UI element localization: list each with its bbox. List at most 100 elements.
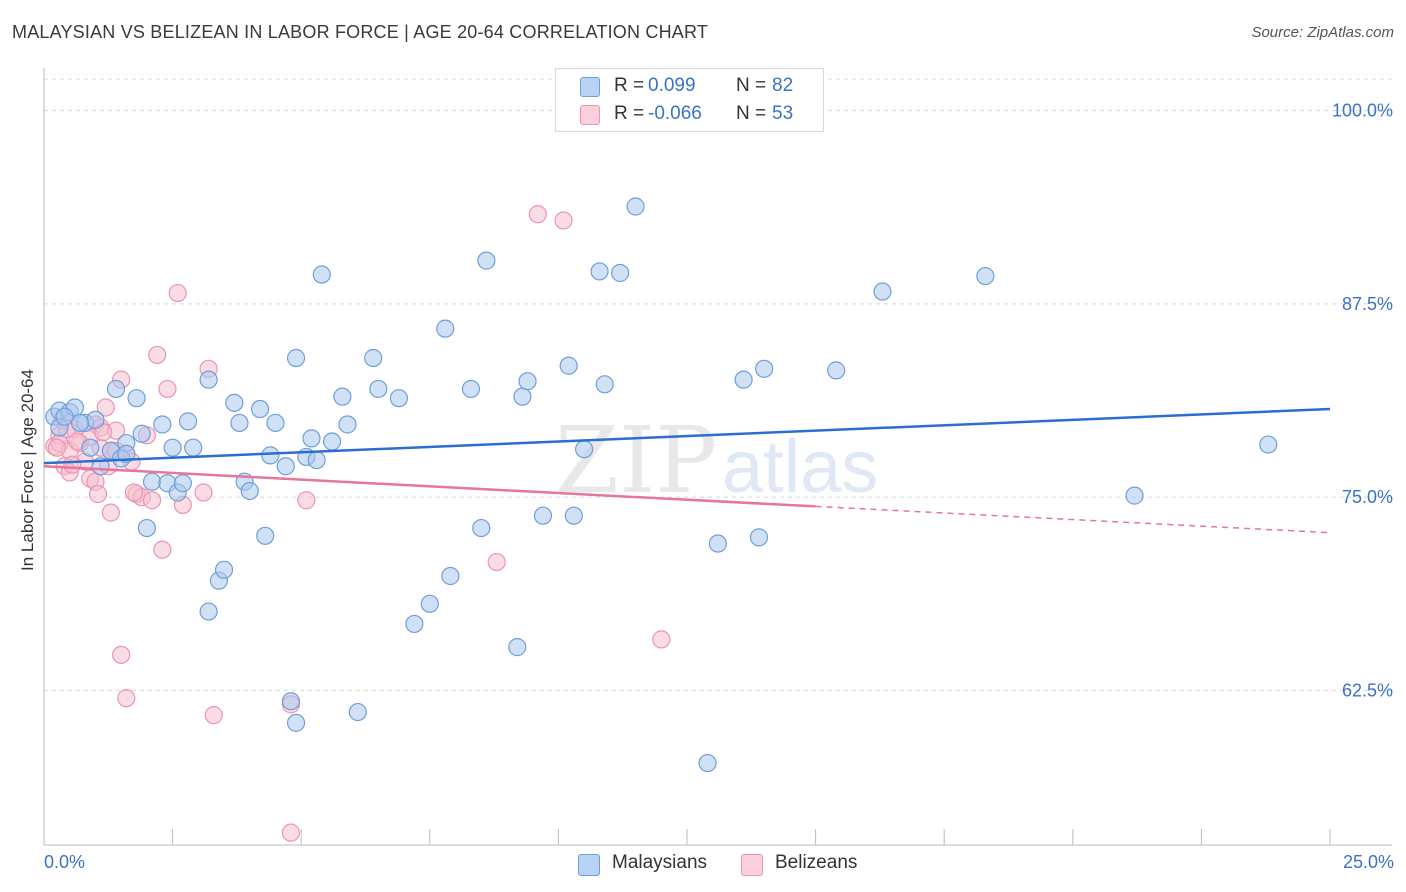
n-label: N =	[736, 103, 767, 124]
malaysian-point	[436, 319, 455, 338]
belizean-point	[101, 503, 120, 522]
malaysian-point	[281, 692, 301, 711]
malaysian-point	[106, 379, 126, 399]
malaysian-point	[441, 566, 460, 586]
belizean-point	[194, 483, 213, 502]
malaysian-point	[461, 379, 481, 399]
belizean-point	[168, 283, 187, 303]
malaysian-point	[132, 424, 151, 443]
malaysian-point	[590, 262, 609, 281]
malaysian-point	[153, 415, 172, 434]
malaysian-point	[405, 614, 424, 634]
malaysian-point	[477, 251, 496, 270]
belizean-point	[158, 379, 177, 399]
belizeans-swatch	[580, 105, 600, 125]
malaysian-point	[55, 407, 74, 426]
belizean-point	[528, 205, 547, 224]
belizean-point	[124, 483, 144, 502]
r-value: 0.099	[648, 75, 696, 96]
malaysian-point	[333, 387, 352, 406]
malaysian-point	[81, 438, 100, 457]
malaysian-point	[559, 356, 578, 375]
n-value: 82	[772, 75, 794, 96]
r-label: R =	[614, 75, 645, 96]
malaysian-point	[364, 348, 383, 368]
malaysian-point	[508, 638, 527, 657]
belizeans-trend-line	[43, 464, 816, 508]
malaysians-trend-line	[43, 407, 1331, 465]
belizean-point	[148, 345, 167, 365]
malaysians-swatch	[580, 77, 600, 97]
malaysian-point	[420, 594, 439, 613]
malaysian-point	[70, 413, 90, 433]
belizeans-legend-label: Belizeans	[775, 852, 858, 873]
malaysian-point	[286, 713, 306, 732]
malaysian-point	[256, 526, 275, 545]
belizeans-legend-swatch	[741, 854, 763, 876]
malaysian-point	[142, 472, 162, 491]
malaysian-point	[276, 457, 295, 476]
malaysian-point	[564, 506, 583, 525]
malaysian-point	[749, 528, 769, 547]
malaysian-point	[873, 282, 892, 301]
stats-legend: R = 0.099 N = 82 R = -0.066 N = 53	[555, 68, 824, 132]
belizean-point	[204, 706, 223, 725]
malaysian-point	[261, 446, 280, 465]
belizean-point	[63, 455, 82, 474]
y-tick-label: 100.0%	[1332, 101, 1393, 121]
malaysians-legend-swatch	[578, 854, 600, 876]
malaysian-point	[575, 440, 594, 459]
malaysian-point	[173, 474, 192, 493]
malaysian-point	[827, 361, 846, 380]
malaysian-point	[698, 753, 717, 773]
malaysian-point	[626, 197, 645, 216]
malaysian-point	[178, 412, 198, 431]
malaysian-point	[240, 481, 259, 501]
malaysian-point	[338, 415, 357, 434]
malaysian-point	[312, 265, 331, 284]
malaysian-point	[734, 370, 753, 389]
malaysian-point	[1259, 435, 1278, 454]
watermark-atlas: atlas	[722, 425, 878, 508]
malaysian-point	[302, 429, 321, 448]
malaysian-point	[369, 379, 388, 399]
belizean-point	[281, 823, 301, 842]
x-tick-label-max: 25.0%	[1342, 852, 1394, 872]
n-label: N =	[736, 75, 767, 96]
belizean-point	[652, 630, 671, 649]
malaysian-point	[86, 410, 105, 429]
malaysian-point	[199, 370, 218, 389]
malaysian-point	[533, 506, 553, 525]
legend-row-malaysians: R = 0.099 N = 82	[556, 73, 823, 99]
malaysian-point	[518, 372, 537, 391]
malaysian-point	[389, 389, 409, 408]
belizeans-trend-extension	[815, 505, 1331, 534]
r-label: R =	[614, 103, 645, 124]
belizean-point	[554, 211, 573, 230]
malaysian-point	[137, 518, 156, 538]
malaysian-point	[755, 359, 774, 378]
belizean-point	[142, 491, 162, 510]
malaysian-point	[127, 389, 146, 408]
malaysian-point	[307, 450, 326, 470]
malaysian-point	[230, 413, 249, 433]
belizean-point	[297, 491, 316, 510]
r-value: -0.066	[648, 103, 702, 124]
malaysian-point	[322, 432, 342, 451]
malaysian-point	[708, 534, 727, 553]
malaysian-point	[513, 387, 532, 406]
y-tick-label: 75.0%	[1342, 487, 1393, 507]
malaysian-point	[266, 413, 285, 433]
malaysian-point	[1125, 486, 1144, 505]
malaysian-point	[250, 399, 270, 419]
belizean-point	[47, 438, 66, 457]
chart-title: MALAYSIAN VS BELIZEAN IN LABOR FORCE | A…	[12, 22, 709, 42]
malaysian-point	[199, 602, 218, 621]
belizean-point	[112, 645, 131, 664]
malaysian-point	[286, 348, 306, 368]
malaysian-point	[595, 375, 614, 394]
y-tick-label: 87.5%	[1342, 294, 1393, 314]
malaysian-point	[348, 702, 367, 722]
belizean-point	[88, 484, 108, 504]
